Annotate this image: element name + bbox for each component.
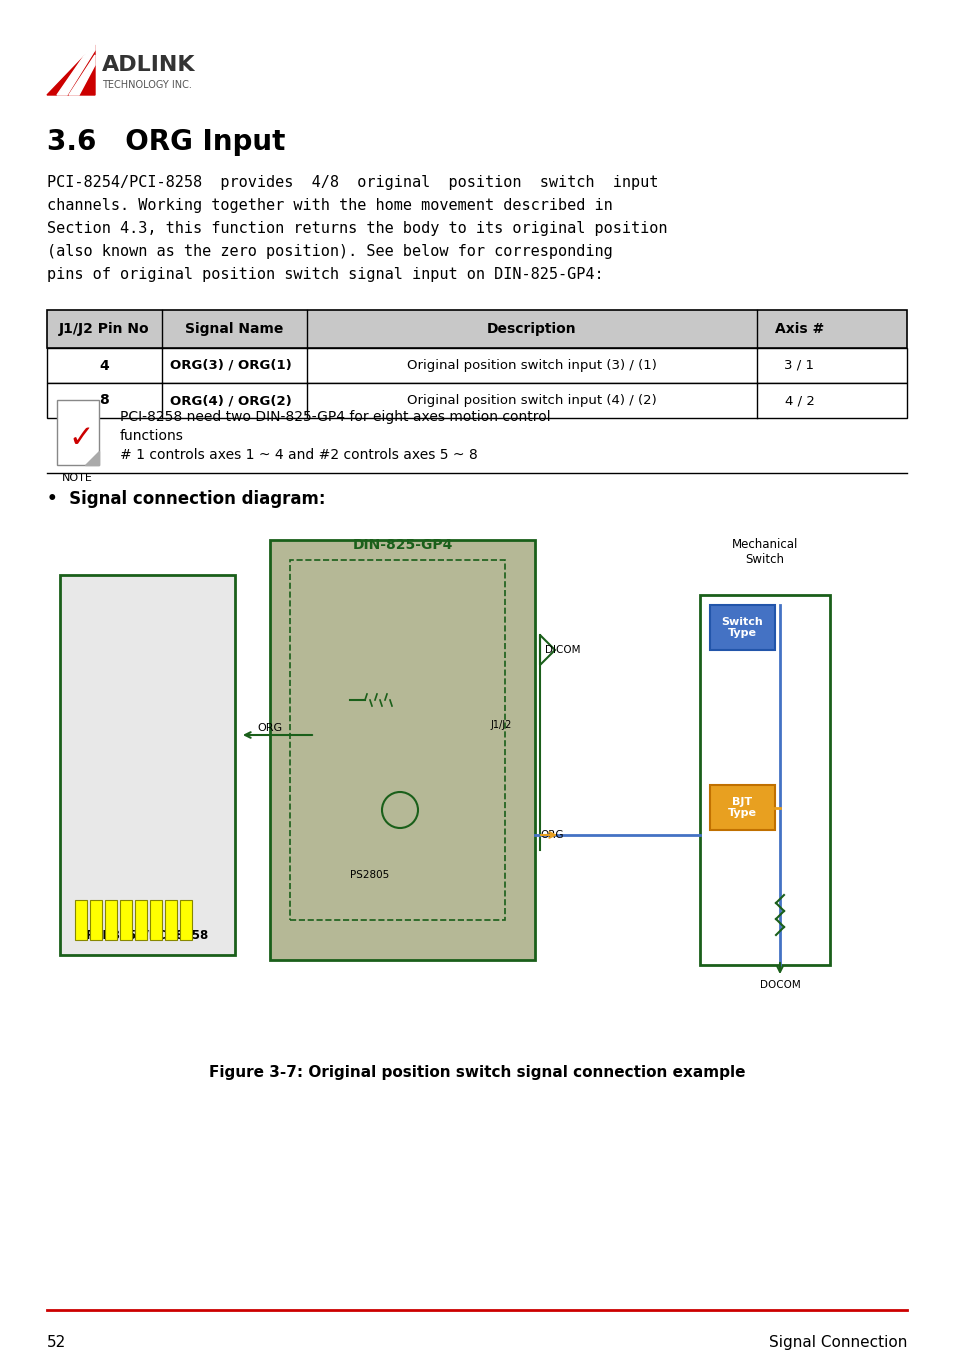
Polygon shape (85, 452, 99, 465)
Text: TECHNOLOGY INC.: TECHNOLOGY INC. (102, 80, 192, 91)
Text: J1/J2 Pin No: J1/J2 Pin No (59, 322, 150, 337)
Text: functions: functions (120, 429, 184, 443)
Text: Original position switch input (3) / (1): Original position switch input (3) / (1) (407, 360, 657, 372)
Bar (105, 900, 117, 940)
Text: # 1 controls axes 1 ~ 4 and #2 controls axes 5 ~ 8: # 1 controls axes 1 ~ 4 and #2 controls … (120, 448, 477, 462)
Text: Figure 3-7: Original position switch signal connection example: Figure 3-7: Original position switch sig… (209, 1065, 744, 1080)
Bar (47, 347, 906, 383)
Bar (150, 900, 162, 940)
Text: BJT
Type: BJT Type (727, 796, 757, 818)
Text: PCI-8254/PCI-8258  provides  4/8  original  position  switch  input: PCI-8254/PCI-8258 provides 4/8 original … (47, 174, 658, 191)
Bar (290, 560, 504, 919)
Text: ORG(3) / ORG(1): ORG(3) / ORG(1) (170, 360, 292, 372)
Text: J1/J2: J1/J2 (490, 721, 511, 730)
Text: PCI-8254/PCI-8258: PCI-8254/PCI-8258 (86, 929, 209, 941)
Bar (75, 900, 87, 940)
Bar (180, 900, 192, 940)
Bar (57, 400, 99, 465)
Text: Section 4.3, this function returns the body to its original position: Section 4.3, this function returns the b… (47, 220, 667, 237)
Text: PS2805: PS2805 (350, 869, 389, 880)
Polygon shape (47, 45, 95, 95)
Text: •  Signal connection diagram:: • Signal connection diagram: (47, 489, 325, 508)
Text: Axis #: Axis # (774, 322, 823, 337)
Bar (700, 595, 829, 965)
Text: DOCOM: DOCOM (759, 980, 800, 990)
Text: DIN-825-GP4: DIN-825-GP4 (352, 538, 453, 552)
Text: PCI-8258 need two DIN-825-GP4 for eight axes motion control: PCI-8258 need two DIN-825-GP4 for eight … (120, 410, 550, 425)
Text: Description: Description (487, 322, 577, 337)
Text: 3.6   ORG Input: 3.6 ORG Input (47, 128, 285, 155)
Bar (90, 900, 102, 940)
Bar (60, 575, 234, 955)
Text: ORG: ORG (257, 723, 282, 733)
Text: Switch
Type: Switch Type (720, 617, 762, 638)
Text: ORG(4) / ORG(2): ORG(4) / ORG(2) (170, 393, 292, 407)
Text: ORG: ORG (539, 830, 563, 840)
Text: Signal Connection: Signal Connection (768, 1334, 906, 1351)
Text: Original position switch input (4) / (2): Original position switch input (4) / (2) (407, 393, 657, 407)
Bar (47, 310, 906, 347)
Text: ✓: ✓ (68, 423, 93, 453)
Text: ADLINK: ADLINK (102, 55, 195, 74)
Bar (47, 383, 906, 418)
Text: (also known as the zero position). See below for corresponding: (also known as the zero position). See b… (47, 243, 612, 260)
Text: pins of original position switch signal input on DIN-825-GP4:: pins of original position switch signal … (47, 266, 603, 283)
Bar (270, 539, 535, 960)
Text: NOTE: NOTE (62, 473, 92, 483)
Polygon shape (57, 41, 95, 95)
Text: Mechanical
Switch: Mechanical Switch (731, 538, 798, 566)
Polygon shape (69, 55, 95, 95)
Text: 4 / 2: 4 / 2 (783, 393, 814, 407)
Bar (165, 900, 177, 940)
Text: 8: 8 (99, 393, 110, 407)
Text: channels. Working together with the home movement described in: channels. Working together with the home… (47, 197, 612, 214)
Text: 3 / 1: 3 / 1 (783, 360, 814, 372)
Bar (709, 786, 774, 830)
Text: DICOM: DICOM (544, 645, 579, 654)
Bar (120, 900, 132, 940)
Bar (135, 900, 147, 940)
Text: 52: 52 (47, 1334, 66, 1351)
Text: 4: 4 (99, 358, 110, 373)
Text: Signal Name: Signal Name (185, 322, 283, 337)
Bar (709, 604, 774, 650)
